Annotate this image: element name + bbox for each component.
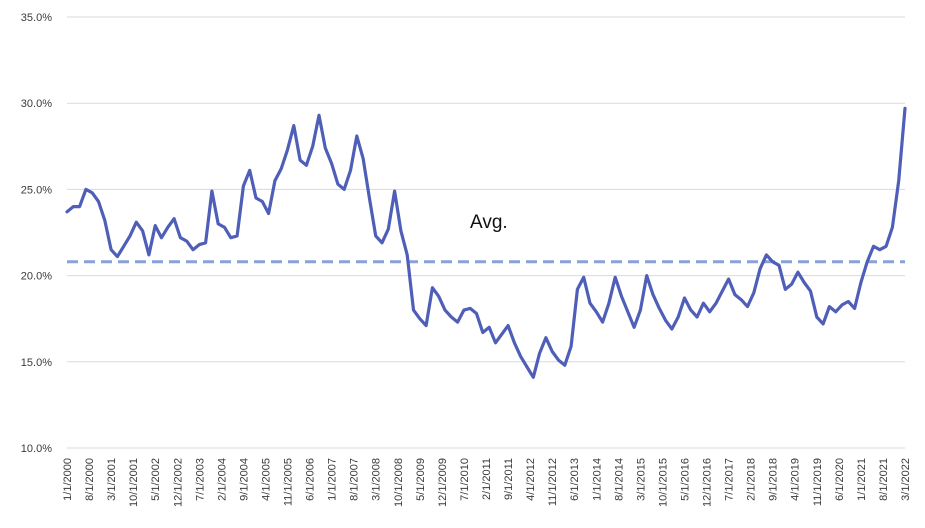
x-tick-label: 4/1/2005 (260, 458, 272, 501)
x-tick-label: 11/1/2019 (812, 458, 824, 506)
y-tick-label: 15.0% (21, 357, 52, 369)
x-tick-label: 8/1/2021 (878, 458, 890, 501)
average-annotation: Avg. (470, 212, 508, 233)
x-tick-label: 7/1/2003 (194, 458, 206, 501)
x-tick-label: 6/1/2020 (834, 458, 846, 501)
y-tick-label: 35.0% (21, 12, 52, 24)
x-tick-label: 1/1/2000 (62, 458, 74, 501)
x-tick-label: 5/1/2016 (679, 458, 691, 501)
y-tick-label: 30.0% (21, 98, 52, 110)
x-tick-label: 11/1/2012 (547, 458, 559, 506)
x-tick-label: 4/1/2019 (790, 458, 802, 501)
x-tick-label: 3/1/2001 (106, 458, 118, 501)
x-tick-label: 8/1/2014 (613, 458, 625, 501)
y-tick-label: 25.0% (21, 184, 52, 196)
x-tick-label: 1/1/2007 (327, 458, 339, 501)
x-tick-label: 10/1/2008 (393, 458, 405, 507)
x-tick-label: 1/1/2014 (591, 458, 603, 501)
x-tick-label: 12/1/2009 (437, 458, 449, 507)
x-tick-label: 10/1/2015 (657, 458, 669, 507)
x-tick-label: 7/1/2010 (459, 458, 471, 501)
x-tick-label: 6/1/2013 (569, 458, 581, 501)
x-tick-label: 10/1/2001 (128, 458, 140, 507)
x-tick-label: 2/1/2011 (481, 458, 493, 500)
y-tick-label: 10.0% (21, 443, 52, 455)
x-tick-label: 3/1/2015 (635, 458, 647, 501)
x-tick-label: 3/1/2022 (900, 458, 912, 501)
x-tick-label: 2/1/2004 (216, 458, 228, 501)
y-axis-ticks: 10.0% 15.0% 20.0% 25.0% 30.0% 35.0% (21, 12, 52, 455)
x-tick-label: 12/1/2002 (172, 458, 184, 507)
y-tick-label: 20.0% (21, 271, 52, 283)
x-tick-label: 4/1/2012 (525, 458, 537, 501)
x-tick-label: 6/1/2006 (305, 458, 317, 501)
x-tick-label: 1/1/2021 (856, 458, 868, 501)
x-tick-label: 5/1/2009 (415, 458, 427, 501)
series-line (65, 106, 907, 379)
x-tick-label: 11/1/2005 (283, 458, 295, 506)
x-tick-label: 9/1/2004 (238, 458, 250, 501)
x-tick-label: 8/1/2000 (84, 458, 96, 501)
x-tick-label: 3/1/2008 (371, 458, 383, 501)
x-tick-label: 9/1/2018 (768, 458, 780, 501)
x-tick-label: 12/1/2016 (702, 458, 714, 507)
x-tick-label: 2/1/2018 (746, 458, 758, 501)
x-tick-label: 7/1/2017 (724, 458, 736, 501)
x-tick-label: 9/1/2011 (503, 458, 515, 500)
x-tick-label: 5/1/2002 (150, 458, 162, 501)
x-tick-label: 8/1/2007 (349, 458, 361, 501)
x-axis-ticks: 1/1/2000 8/1/2000 3/1/2001 10/1/2001 5/1/200… (62, 458, 912, 507)
gridlines (67, 16, 905, 449)
